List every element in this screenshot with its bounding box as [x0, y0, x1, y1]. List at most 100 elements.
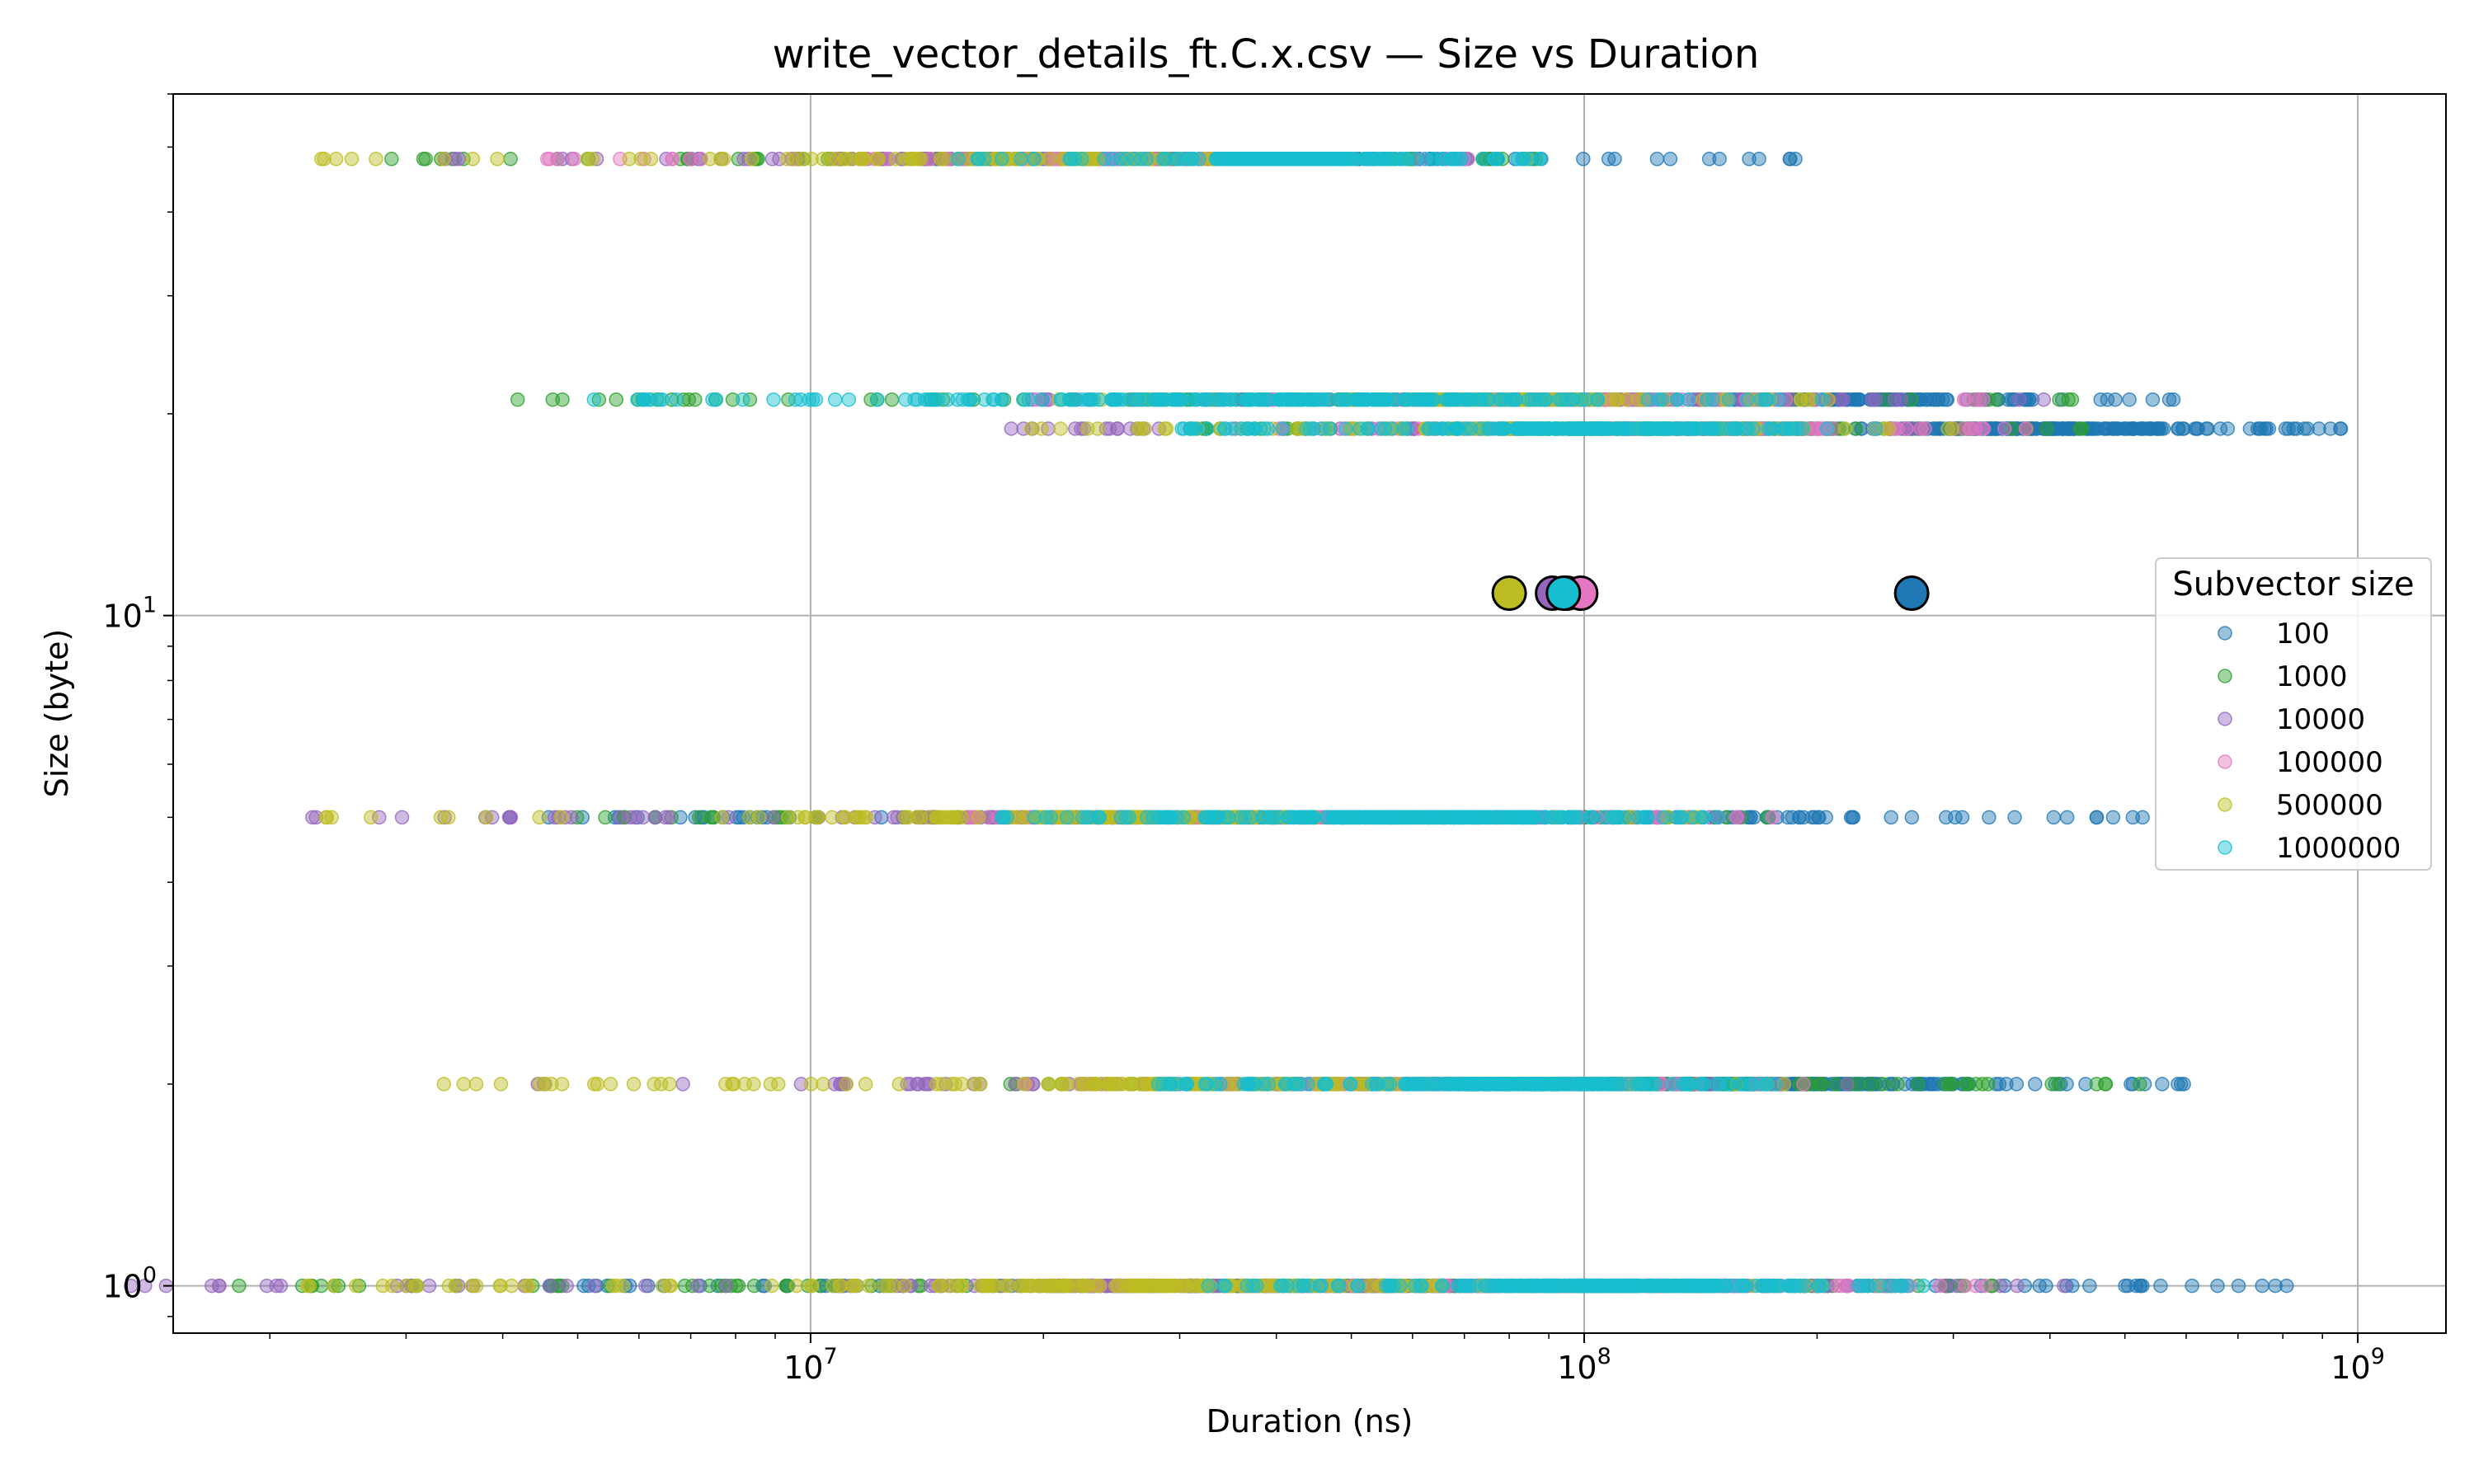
data-point — [2125, 810, 2141, 825]
data-point — [1609, 392, 1624, 407]
data-point — [2074, 421, 2090, 436]
data-point — [2007, 810, 2022, 825]
data-point — [1004, 421, 1019, 436]
data-point — [1863, 1077, 1879, 1092]
data-point — [559, 1278, 574, 1294]
data-point — [2098, 1077, 2113, 1092]
data-point — [2268, 1278, 2283, 1294]
data-point — [2046, 810, 2062, 825]
data-point — [2133, 1077, 2147, 1092]
data-point — [2255, 1278, 2269, 1294]
data-point — [766, 810, 781, 825]
data-point — [1796, 1077, 1811, 1092]
data-point — [2108, 392, 2123, 407]
data-point — [587, 1278, 602, 1294]
data-point — [1221, 152, 1235, 167]
data-point — [421, 1278, 437, 1294]
data-point — [1875, 1077, 1891, 1092]
data-point — [1999, 1077, 2014, 1092]
data-point — [1090, 421, 1106, 436]
data-point — [580, 152, 595, 167]
data-point — [1508, 392, 1524, 407]
data-point — [1532, 152, 1548, 167]
data-point — [539, 152, 555, 167]
data-point — [633, 152, 648, 167]
data-point — [839, 1077, 854, 1092]
data-point — [2120, 1278, 2136, 1294]
data-point — [1881, 421, 1896, 436]
data-point — [436, 1077, 452, 1092]
data-point — [1978, 1278, 1992, 1294]
data-point — [665, 152, 680, 167]
data-point — [305, 810, 320, 825]
data-point — [675, 1077, 690, 1092]
data-point — [1340, 392, 1355, 407]
data-point — [2213, 421, 2228, 436]
data-point — [1982, 810, 1997, 825]
data-point — [1015, 392, 1031, 407]
data-point — [887, 1278, 901, 1294]
data-point — [1071, 1077, 1086, 1092]
data-point — [1840, 1077, 1855, 1092]
data-point — [598, 810, 613, 825]
data-point — [2064, 392, 2080, 407]
data-point — [465, 152, 481, 167]
data-point — [1472, 392, 1487, 407]
data-point — [1766, 810, 1780, 825]
data-point — [451, 152, 467, 167]
data-point — [1034, 421, 1049, 436]
data-point — [763, 1077, 778, 1092]
data-point — [478, 810, 494, 825]
data-point — [933, 1278, 948, 1294]
data-point — [2122, 392, 2137, 407]
data-point — [861, 1278, 877, 1294]
data-point — [2057, 1278, 2072, 1294]
data-point — [1814, 1077, 1829, 1092]
data-point — [1426, 392, 1441, 407]
data-point — [490, 152, 505, 167]
data-point — [1259, 152, 1275, 167]
data-point — [764, 1278, 779, 1294]
data-point — [1189, 392, 1204, 407]
data-point — [2166, 392, 2181, 407]
data-point — [970, 152, 985, 167]
chart-title: write_vector_details_ft.C.x.csv — Size v… — [773, 31, 1760, 77]
data-point — [1884, 810, 1898, 825]
data-point — [567, 152, 582, 167]
data-point — [2210, 1278, 2225, 1294]
data-point — [726, 1077, 741, 1092]
data-point — [823, 152, 838, 167]
data-point — [891, 1077, 907, 1092]
data-point — [936, 152, 952, 167]
data-point — [1177, 1278, 1192, 1294]
data-point — [1091, 392, 1107, 407]
data-point — [603, 1077, 618, 1092]
data-point — [349, 1278, 364, 1294]
data-point — [910, 810, 925, 825]
data-point — [2036, 392, 2051, 407]
data-point — [655, 1278, 670, 1294]
data-point — [714, 810, 730, 825]
data-point — [1241, 392, 1256, 407]
data-point — [702, 1278, 717, 1294]
data-point — [449, 1278, 463, 1294]
data-point — [995, 152, 1009, 167]
data-point — [609, 392, 623, 407]
data-point — [2109, 421, 2124, 436]
data-point — [1742, 152, 1757, 167]
data-point — [324, 810, 339, 825]
data-point — [1490, 152, 1506, 167]
data-point — [846, 1278, 862, 1294]
data-point — [2018, 392, 2033, 407]
data-point — [1157, 421, 1173, 436]
data-point — [1075, 392, 1089, 407]
data-point — [1105, 152, 1120, 167]
data-point — [2185, 1278, 2199, 1294]
data-point — [719, 1278, 734, 1294]
data-point — [1578, 392, 1594, 407]
data-point — [1181, 152, 1197, 167]
data-point — [1536, 392, 1552, 407]
data-point — [1846, 810, 1861, 825]
data-point — [1783, 152, 1798, 167]
data-point — [708, 392, 724, 407]
